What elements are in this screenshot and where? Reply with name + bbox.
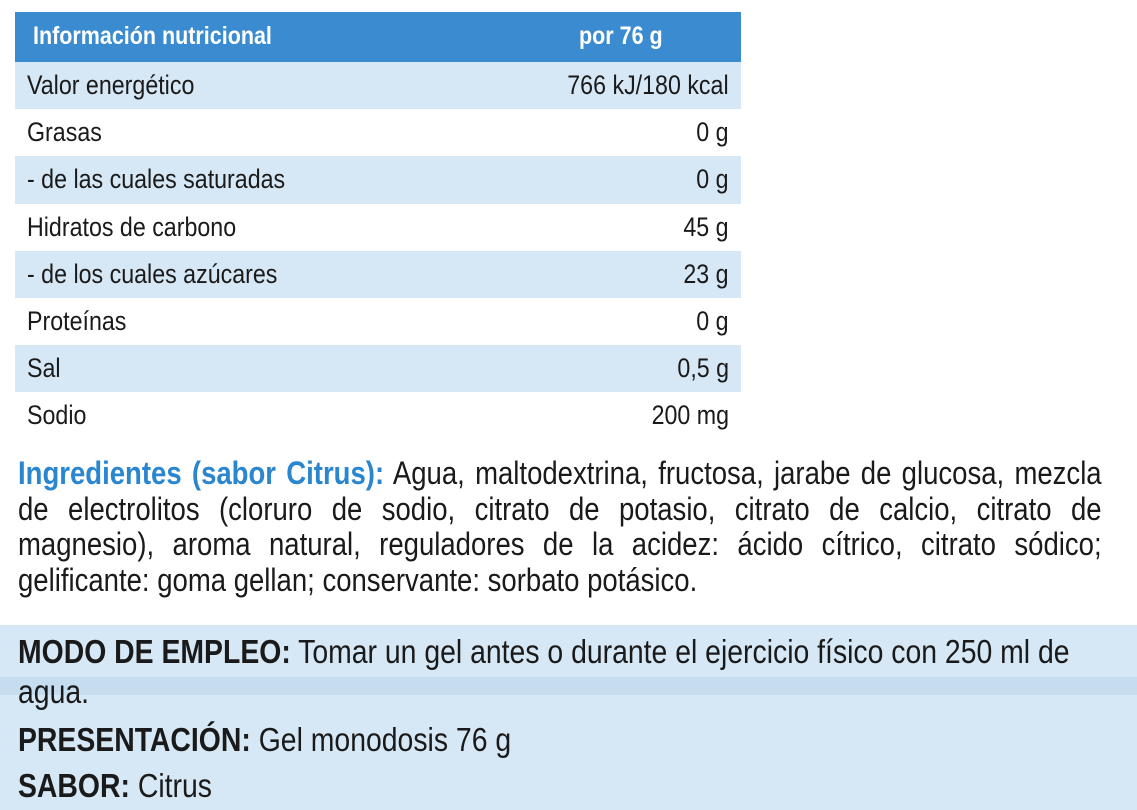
usage-instructions: MODO DE EMPLEO: Tomar un gel antes o dur… <box>18 632 1127 712</box>
nutrition-row: - de los cuales azúcares 23 g <box>15 250 741 298</box>
usage-section-background <box>0 625 1137 810</box>
nutrition-row-label: Hidratos de carbono <box>27 211 237 242</box>
nutrition-row: Sodio 200 mg <box>15 392 741 439</box>
ingredients-text: Agua, maltodextrina, fructosa, jarabe de… <box>18 455 1102 598</box>
nutrition-row-label: Valor energético <box>27 70 195 100</box>
nutrition-row-label: - de las cuales saturadas <box>27 164 286 195</box>
flavor-text: Citrus <box>129 767 212 804</box>
nutrition-header-label: Información nutricional <box>33 22 272 50</box>
nutrition-row-value: 200 mg <box>651 400 729 431</box>
nutrition-row-label: - de los cuales azúcares <box>27 258 278 289</box>
nutrition-row: - de las cuales saturadas 0 g <box>15 156 741 204</box>
usage-text: Tomar un gel antes o durante el ejercici… <box>18 633 1070 710</box>
nutrition-header-per: por 76 g <box>579 22 663 50</box>
nutrition-row-label: Proteínas <box>27 305 127 336</box>
usage-section-band <box>0 677 1137 695</box>
nutrition-row: Hidratos de carbono 45 g <box>15 204 741 251</box>
presentation-line: PRESENTACIÓN: Gel monodosis 76 g <box>18 721 511 759</box>
nutrition-row: Grasas 0 g <box>15 109 741 156</box>
nutrition-row-value: 0 g <box>696 305 729 336</box>
presentation-title: PRESENTACIÓN: <box>18 721 251 758</box>
nutrition-row-value: 0 g <box>696 117 729 148</box>
usage-title: MODO DE EMPLEO: <box>18 633 291 670</box>
nutrition-row-label: Grasas <box>27 117 102 148</box>
nutrition-row-value: 0 g <box>696 164 729 195</box>
flavor-line: SABOR: Citrus <box>18 767 212 805</box>
presentation-text: Gel monodosis 76 g <box>250 721 512 758</box>
nutrition-row-label: Sal <box>27 353 61 384</box>
nutrition-row-value: 23 g <box>683 258 729 289</box>
nutrition-row: Valor energético 766 kJ/180 kcal <box>15 62 741 110</box>
nutrition-row-value: 766 kJ/180 kcal <box>567 70 729 100</box>
nutrition-table-header: Información nutricional por 76 g <box>15 12 741 62</box>
nutrition-row: Sal 0,5 g <box>15 345 741 393</box>
ingredients-paragraph: Ingredientes (sabor Citrus): Agua, malto… <box>18 455 1102 598</box>
nutrition-row-value: 0,5 g <box>677 353 729 384</box>
nutrition-table: Información nutricional por 76 g Valor e… <box>15 12 741 440</box>
nutrition-row: Proteínas 0 g <box>15 298 741 345</box>
nutrition-row-value: 45 g <box>683 211 729 242</box>
ingredients-title: Ingredientes (sabor Citrus): <box>18 455 385 491</box>
nutrition-row-label: Sodio <box>27 400 87 431</box>
flavor-title: SABOR: <box>18 767 130 804</box>
